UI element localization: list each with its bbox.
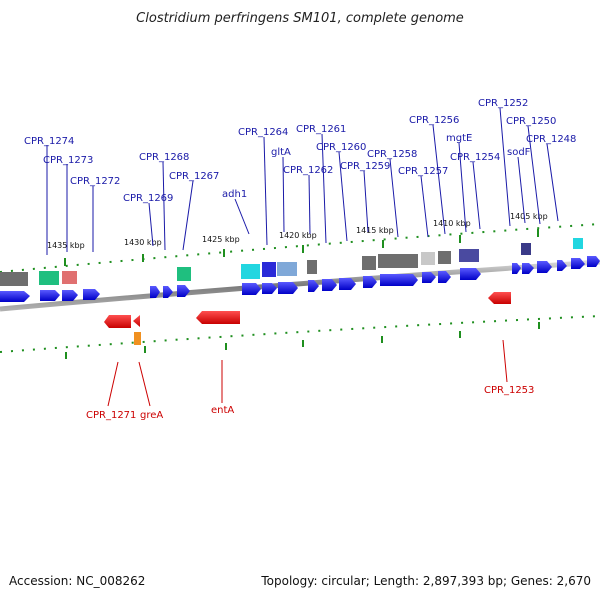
outer-tick-ring — [0, 223, 600, 273]
feature-box — [39, 271, 59, 285]
gene-label: CPR_1257 — [398, 166, 448, 177]
forward-gene-arrow — [40, 290, 60, 301]
gene-label: adh1 — [222, 189, 247, 200]
feature-box — [521, 243, 531, 255]
feature-box — [362, 256, 376, 270]
gene-label: CPR_1264 — [238, 127, 288, 138]
gene-label: CPR_1256 — [409, 115, 459, 126]
forward-gene-arrow — [150, 286, 160, 298]
bottom-gene-labels: CPR_1271 greA entA CPR_1253 — [86, 385, 534, 421]
forward-gene-arrow — [522, 263, 534, 274]
map-title: Clostridium perfringens SM101, complete … — [136, 11, 464, 26]
gene-label: CPR_1248 — [526, 134, 576, 145]
forward-gene-arrow — [177, 285, 190, 297]
feature-box — [177, 267, 191, 281]
bottom-callout-lines — [107, 339, 508, 407]
feature-box — [421, 252, 435, 265]
reverse-genes — [104, 292, 511, 328]
forward-gene-arrow — [262, 283, 277, 294]
forward-gene-arrow — [308, 280, 319, 292]
feature-box — [241, 264, 260, 279]
gene-label: entA — [211, 405, 234, 416]
forward-gene-arrow — [322, 279, 337, 291]
forward-gene-arrow — [571, 258, 585, 269]
gene-label: sodF — [507, 147, 531, 158]
forward-gene-arrow — [537, 261, 552, 273]
genome-summary: Topology: circular; Length: 2,897,393 bp… — [260, 574, 591, 588]
feature-box-orange — [134, 332, 141, 345]
feature-boxes — [0, 238, 583, 286]
forward-gene-arrow — [242, 283, 261, 295]
feature-box — [459, 249, 479, 262]
feature-box — [0, 272, 28, 286]
tick-label: 1410 kbp — [433, 219, 471, 228]
gene-label: mgtE — [446, 133, 472, 144]
gene-label: CPR_1250 — [506, 116, 556, 127]
forward-gene-arrow — [438, 271, 451, 283]
feature-box — [573, 238, 583, 249]
reverse-gene-arrow — [104, 315, 131, 328]
forward-gene-arrow — [380, 274, 418, 286]
forward-genes — [0, 256, 600, 302]
gene-label: greA — [140, 410, 163, 421]
gene-label: CPR_1274 — [24, 136, 74, 147]
tick-label: 1405 kbp — [510, 212, 548, 221]
gene-label: CPR_1258 — [367, 149, 417, 160]
top-gene-labels: CPR_1274 CPR_1273 CPR_1272 CPR_1268 CPR_… — [24, 98, 576, 204]
feature-box — [277, 262, 297, 276]
tick-label: 1435 kbp — [47, 241, 85, 250]
gene-label: CPR_1267 — [169, 171, 219, 182]
gene-label: CPR_1269 — [123, 193, 173, 204]
feature-box — [307, 260, 317, 274]
gene-label: CPR_1262 — [283, 165, 333, 176]
forward-gene-arrow — [83, 289, 100, 300]
forward-gene-arrow — [422, 272, 436, 283]
forward-gene-arrow — [512, 263, 521, 274]
gene-label: CPR_1252 — [478, 98, 528, 109]
position-tick-labels: 1435 kbp 1430 kbp 1425 kbp 1420 kbp 1415… — [47, 212, 548, 250]
tick-label: 1415 kbp — [356, 226, 394, 235]
tick-label: 1420 kbp — [279, 231, 317, 240]
reverse-gene-arrow — [196, 311, 240, 324]
feature-box — [62, 271, 77, 284]
gene-label: CPR_1273 — [43, 155, 93, 166]
forward-gene-arrow — [163, 286, 173, 298]
outer-major-ticks — [64, 229, 539, 266]
gene-label: CPR_1271 — [86, 410, 136, 421]
tick-label: 1430 kbp — [124, 238, 162, 247]
gene-label: CPR_1260 — [316, 142, 366, 153]
inner-major-ticks — [65, 322, 540, 359]
gene-label: CPR_1254 — [450, 152, 500, 163]
gene-label: CPR_1272 — [70, 176, 120, 187]
feature-box — [378, 254, 418, 268]
gene-label: CPR_1261 — [296, 124, 346, 135]
forward-gene-arrow — [557, 260, 567, 271]
gene-label: CPR_1253 — [484, 385, 534, 396]
forward-gene-arrow — [0, 291, 30, 302]
feature-box — [262, 262, 276, 277]
forward-gene-arrow — [62, 290, 78, 301]
forward-gene-arrow — [339, 278, 356, 290]
gene-label: CPR_1268 — [139, 152, 189, 163]
top-callout-lines — [46, 107, 559, 255]
forward-gene-arrow — [587, 256, 600, 267]
forward-gene-arrow — [460, 268, 481, 280]
inner-tick-ring — [0, 315, 600, 353]
reverse-gene-arrow — [488, 292, 511, 304]
gene-label: gltA — [271, 147, 291, 158]
accession-label: Accession: NC_008262 — [9, 574, 145, 588]
reverse-gene-arrow — [133, 315, 140, 327]
gene-label: CPR_1259 — [340, 161, 390, 172]
tick-label: 1425 kbp — [202, 235, 240, 244]
forward-gene-arrow — [278, 282, 298, 294]
feature-box — [438, 251, 451, 264]
forward-gene-arrow — [363, 276, 377, 288]
